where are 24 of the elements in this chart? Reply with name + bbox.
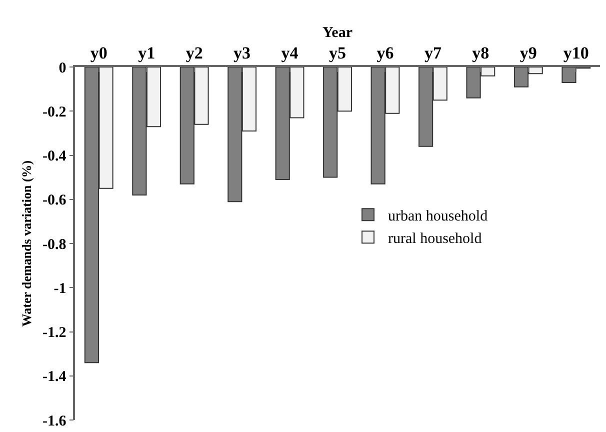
x-tick-label: y2 (186, 43, 203, 62)
legend-label: urban household (388, 208, 488, 224)
y-axis-title: Water demands variation (%) (18, 160, 34, 327)
y-tick-label: -1.2 (42, 325, 66, 341)
x-tick-label: y8 (472, 43, 490, 62)
x-tick-label: y3 (234, 43, 251, 62)
x-tick-label: y4 (281, 43, 299, 62)
x-tick-label: y9 (520, 43, 537, 62)
x-tick-label: y6 (376, 43, 394, 62)
x-tick-label: y10 (563, 43, 589, 62)
x-tick-label: y7 (424, 43, 442, 62)
x-tick-label: y1 (138, 43, 156, 62)
legend-label: rural household (388, 230, 482, 247)
x-tick-label: y0 (90, 43, 108, 62)
y-tick-label: -0.8 (42, 236, 66, 253)
y-tick-label: -1.4 (42, 369, 67, 386)
x-axis-title: Year (322, 25, 353, 42)
y-tick-label: -1.6 (42, 413, 67, 430)
y-tick-label: -0.2 (42, 104, 66, 120)
y-tick-label: -0.6 (42, 192, 67, 209)
y-tick-label: -1 (54, 280, 66, 297)
y-tick-label: -0.4 (42, 148, 67, 164)
y-tick-label: 0 (58, 60, 66, 76)
x-tick-label: y5 (329, 43, 346, 62)
